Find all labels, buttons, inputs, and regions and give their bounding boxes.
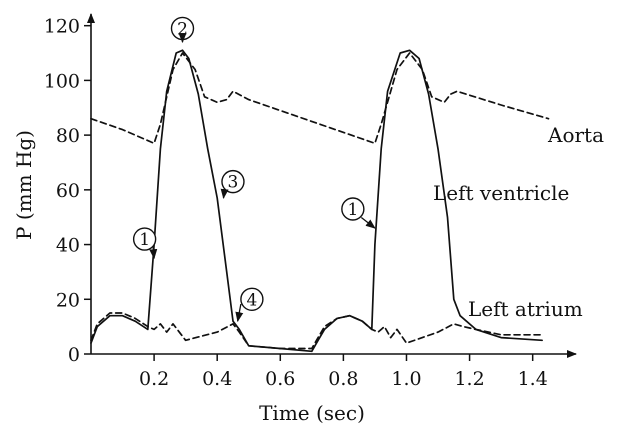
annotation-number: 3 [228, 173, 239, 193]
x-tick-label: 1.2 [454, 368, 484, 390]
annotation-circle [132, 227, 157, 251]
annotation-arrow [235, 303, 244, 323]
annotation-circle [240, 287, 264, 311]
x-tick-label: 0.2 [139, 368, 169, 390]
y-tick-label: 100 [44, 70, 80, 92]
x-tick-label: 0.8 [328, 368, 358, 390]
y-axis-title: P (mm Hg) [12, 130, 36, 240]
annotation-number: 1 [139, 230, 150, 250]
series-line-left-ventricle [90, 49, 543, 353]
axes [87, 13, 577, 358]
x-tick-label: 0.6 [265, 368, 295, 390]
annotation-arrow [149, 247, 158, 260]
series-label-left-ventricle: Left ventricle [433, 181, 569, 205]
annotation-arrow [360, 216, 376, 229]
x-tick-label: 1.4 [518, 368, 548, 390]
annotation-marker-4: 4 [235, 287, 264, 323]
y-tick-label: 60 [56, 180, 80, 202]
x-axis-title: Time (sec) [259, 401, 365, 425]
annotation-marker-1: 1 [132, 227, 158, 260]
annotation-marker-3: 3 [220, 169, 245, 200]
x-tick-label: 0.4 [202, 368, 232, 390]
series-line-left-atrium [90, 312, 543, 350]
annotation-number: 4 [246, 290, 257, 310]
y-tick-label: 40 [56, 235, 80, 257]
x-tick-label: 1.0 [391, 368, 421, 390]
annotations-layer: 1 2 3 4 1 [132, 16, 376, 323]
series-label-left-atrium: Left atrium [468, 297, 583, 321]
ticks: 0.2 0.4 0.6 0.8 1.0 1.2 1.4 0 20 40 60 80 100 120 [44, 16, 548, 390]
annotation-marker-2: 2 [170, 16, 195, 44]
annotation-marker-5: 1 [341, 197, 376, 229]
annotation-arrow [220, 188, 229, 200]
annotation-circle [221, 169, 245, 194]
annotation-number: 1 [347, 200, 358, 220]
y-tick-label: 0 [68, 344, 80, 366]
y-tick-label: 20 [56, 289, 80, 311]
y-tick-label: 80 [56, 125, 80, 147]
y-tick-label: 120 [44, 16, 80, 38]
annotation-number: 2 [177, 19, 188, 39]
annotation-circle [341, 197, 365, 221]
series-label-aorta: Aorta [547, 123, 604, 147]
series-line-aorta [90, 52, 550, 145]
series-layer [90, 49, 550, 353]
